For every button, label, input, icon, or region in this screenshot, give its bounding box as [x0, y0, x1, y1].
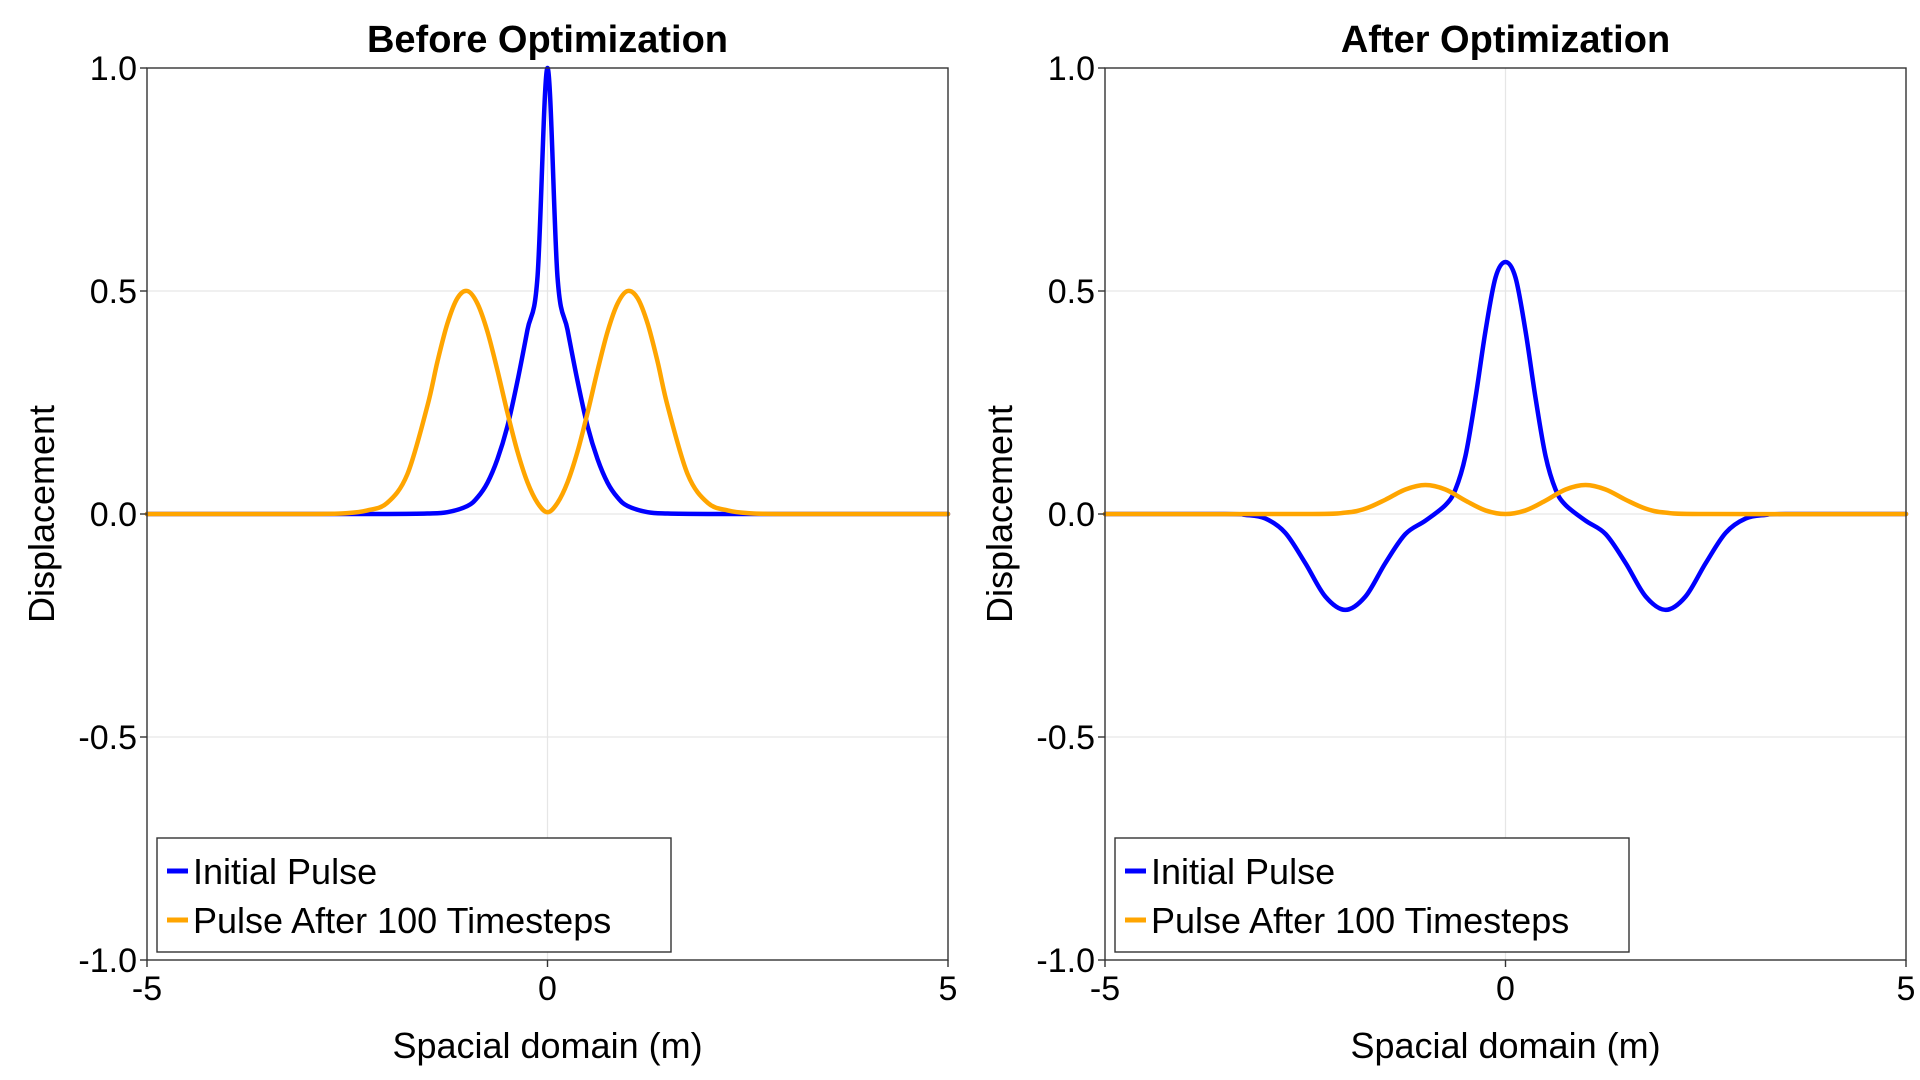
y-tick-label: -1.0 [78, 942, 137, 980]
y-axis-label: Displacement [21, 405, 62, 623]
legend-label-pulse-after: Pulse After 100 Timesteps [193, 900, 611, 941]
series-line-initial-pulse [1102, 259, 1909, 613]
legend-box [156, 837, 672, 953]
y-axis-label: Displacement [979, 405, 1020, 623]
legend: Initial Pulse Pulse After 100 Timesteps [1114, 837, 1630, 953]
panel-before-optimization: -5 0 5 -1.0 -0.5 0.0 0.5 1.0 Before Optimizatio… [21, 19, 957, 1066]
y-tick-label: 1.0 [1048, 50, 1095, 88]
x-tick-label: 5 [1897, 970, 1916, 1008]
series-line-pulse-after-100-timesteps [1102, 482, 1909, 517]
chart-title: Before Optimization [367, 19, 728, 61]
tick-labels: -5 0 5 -1.0 -0.5 0.0 0.5 1.0 [78, 50, 957, 1008]
x-tick-label: 0 [1496, 970, 1515, 1008]
y-tick-label: 1.0 [90, 50, 137, 88]
tick-labels: -5 0 5 -1.0 -0.5 0.0 0.5 1.0 [1036, 50, 1915, 1008]
panel-after-optimization: -5 0 5 -1.0 -0.5 0.0 0.5 1.0 After Optimization… [979, 19, 1915, 1066]
legend-label-pulse-after: Pulse After 100 Timesteps [1151, 900, 1569, 941]
x-tick-label: -5 [132, 970, 162, 1008]
y-tick-label: -0.5 [78, 719, 137, 757]
legend-label-initial-pulse: Initial Pulse [193, 851, 377, 892]
x-axis-label: Spacial domain (m) [1350, 1025, 1660, 1066]
x-tick-label: -5 [1090, 970, 1120, 1008]
y-tick-label: 0.0 [90, 496, 137, 534]
y-tick-label: 0.0 [1048, 496, 1095, 534]
legend: Initial Pulse Pulse After 100 Timesteps [156, 837, 672, 953]
series-line-pulse-after-100-timesteps [144, 288, 951, 517]
x-axis-label: Spacial domain (m) [392, 1025, 702, 1066]
y-tick-label: -1.0 [1036, 942, 1095, 980]
y-tick-label: -0.5 [1036, 719, 1095, 757]
series-layer [1102, 259, 1909, 613]
legend-box [1114, 837, 1630, 953]
x-tick-label: 5 [939, 970, 958, 1008]
chart-title: After Optimization [1341, 19, 1670, 61]
x-tick-label: 0 [538, 970, 557, 1008]
y-tick-label: 0.5 [1048, 273, 1095, 311]
y-tick-label: 0.5 [90, 273, 137, 311]
legend-label-initial-pulse: Initial Pulse [1151, 851, 1335, 892]
